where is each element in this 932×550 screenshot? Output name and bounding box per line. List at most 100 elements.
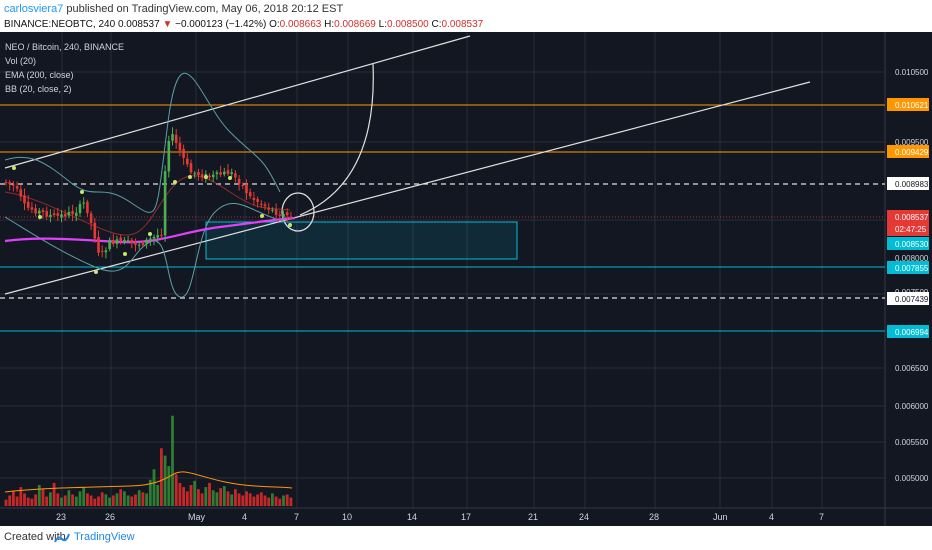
created-with-text: Created with xyxy=(4,531,66,543)
signal-dot xyxy=(80,190,84,194)
volume-bar xyxy=(19,487,23,506)
candle-body xyxy=(134,242,137,245)
signal-dot xyxy=(94,270,98,274)
volume-bar xyxy=(123,491,126,506)
candlesticks xyxy=(4,127,293,259)
volume-bar xyxy=(97,496,100,506)
high-label: H: xyxy=(324,19,335,30)
candle-body xyxy=(208,175,211,178)
candle-body xyxy=(63,214,67,217)
support-zone-rectangle[interactable] xyxy=(205,221,518,260)
price-label-ema: 0.008530 xyxy=(895,240,929,249)
volume-bar xyxy=(89,495,93,506)
time-tick: 28 xyxy=(649,512,659,522)
label-bg-orange xyxy=(887,145,929,158)
price-chart[interactable]: NEO / Bitcoin, 240, BINANCE Vol (20) EMA… xyxy=(0,32,932,526)
volume-bar xyxy=(200,493,204,506)
volume-bar xyxy=(126,495,130,506)
candle-body xyxy=(119,237,122,242)
candle-body xyxy=(174,134,178,143)
volume-bar xyxy=(245,491,248,506)
channel-upper-line[interactable] xyxy=(4,35,471,169)
candle-body xyxy=(189,163,193,173)
volume-bar xyxy=(119,489,123,506)
signal-dots xyxy=(12,166,292,274)
candle-body xyxy=(163,171,167,236)
time-tick: May xyxy=(188,512,206,522)
candle-body xyxy=(149,238,152,240)
price-label-white-upper: 0.008983 xyxy=(895,180,929,189)
volume-bar xyxy=(34,494,37,506)
volume-bar xyxy=(282,495,285,506)
candle-body xyxy=(93,222,97,239)
volume-bar xyxy=(189,485,193,506)
candle-body xyxy=(145,239,148,244)
candle-body xyxy=(60,214,63,218)
chart-area[interactable]: NEO / Bitcoin, 240, BINANCE Vol (20) EMA… xyxy=(0,32,932,526)
legend-ema[interactable]: EMA (200, close) xyxy=(5,70,74,80)
candle-body xyxy=(75,212,78,216)
candle-body xyxy=(178,142,182,151)
price-tick: 0.008000 xyxy=(895,254,929,263)
volume-bar xyxy=(82,487,86,506)
candle-body xyxy=(137,244,141,246)
volume-bar xyxy=(167,466,171,506)
tradingview-brand-link[interactable]: TradingView xyxy=(74,531,135,543)
volume-bar xyxy=(178,482,182,506)
volume-bar xyxy=(278,498,282,506)
signal-dot xyxy=(204,175,208,179)
legend-pair[interactable]: NEO / Bitcoin, 240, BINANCE xyxy=(5,42,124,52)
volume-bar xyxy=(204,487,208,506)
volume-bar xyxy=(60,497,63,506)
label-bg-white xyxy=(887,292,929,305)
volume-bar xyxy=(171,415,174,506)
volume-bar xyxy=(74,496,78,506)
volume-bar xyxy=(174,474,178,506)
signal-dot xyxy=(148,232,152,236)
candle-body xyxy=(115,239,119,244)
volume-bar xyxy=(208,482,211,506)
close-label: C: xyxy=(431,19,442,30)
projection-arc[interactable] xyxy=(299,63,374,216)
candle-body xyxy=(156,235,159,238)
candle-body xyxy=(271,209,274,211)
candle-body xyxy=(49,214,52,217)
volume-bar xyxy=(52,482,56,506)
candle-body xyxy=(130,239,134,243)
candle-body xyxy=(252,197,256,200)
highlight-circle[interactable] xyxy=(281,192,315,232)
tradingview-logo-icon[interactable] xyxy=(54,531,70,545)
price-tick: 0.006500 xyxy=(895,364,929,373)
horizontal-levels xyxy=(0,104,885,332)
volume-bar xyxy=(256,494,259,506)
ticker-symbol[interactable]: BINANCE:NEOBTC, 240 xyxy=(4,19,116,30)
time-tick: 7 xyxy=(819,512,824,522)
candle-body xyxy=(141,243,145,245)
candle-body xyxy=(41,210,45,213)
volume-bar xyxy=(137,490,141,506)
candle-body xyxy=(230,172,233,175)
label-bg-cyan xyxy=(887,261,929,274)
volume-bar xyxy=(197,489,200,506)
candle-body xyxy=(289,216,293,218)
signal-dot xyxy=(188,175,192,179)
volume-bar xyxy=(130,496,134,506)
author-link[interactable]: carlosviera7 xyxy=(4,3,64,15)
candle-body xyxy=(211,174,215,178)
candle-body xyxy=(263,204,267,207)
ticker-price: 0.008537 xyxy=(117,19,160,30)
candle-body xyxy=(245,184,248,194)
label-bg-white xyxy=(887,177,929,190)
time-tick: 14 xyxy=(407,512,417,522)
label-bg-cyan xyxy=(887,237,929,250)
volume-bar xyxy=(185,491,189,506)
legend-vol[interactable]: Vol (20) xyxy=(5,56,36,66)
volume-bar xyxy=(252,496,256,506)
chart-grid xyxy=(0,32,885,508)
candle-body xyxy=(34,208,37,214)
channel-lower-line[interactable] xyxy=(4,81,811,295)
volume-bar xyxy=(145,493,148,506)
legend-bb[interactable]: BB (20, close, 2) xyxy=(5,84,72,94)
price-tick: 0.005000 xyxy=(895,474,929,483)
volume-bar xyxy=(49,492,52,506)
